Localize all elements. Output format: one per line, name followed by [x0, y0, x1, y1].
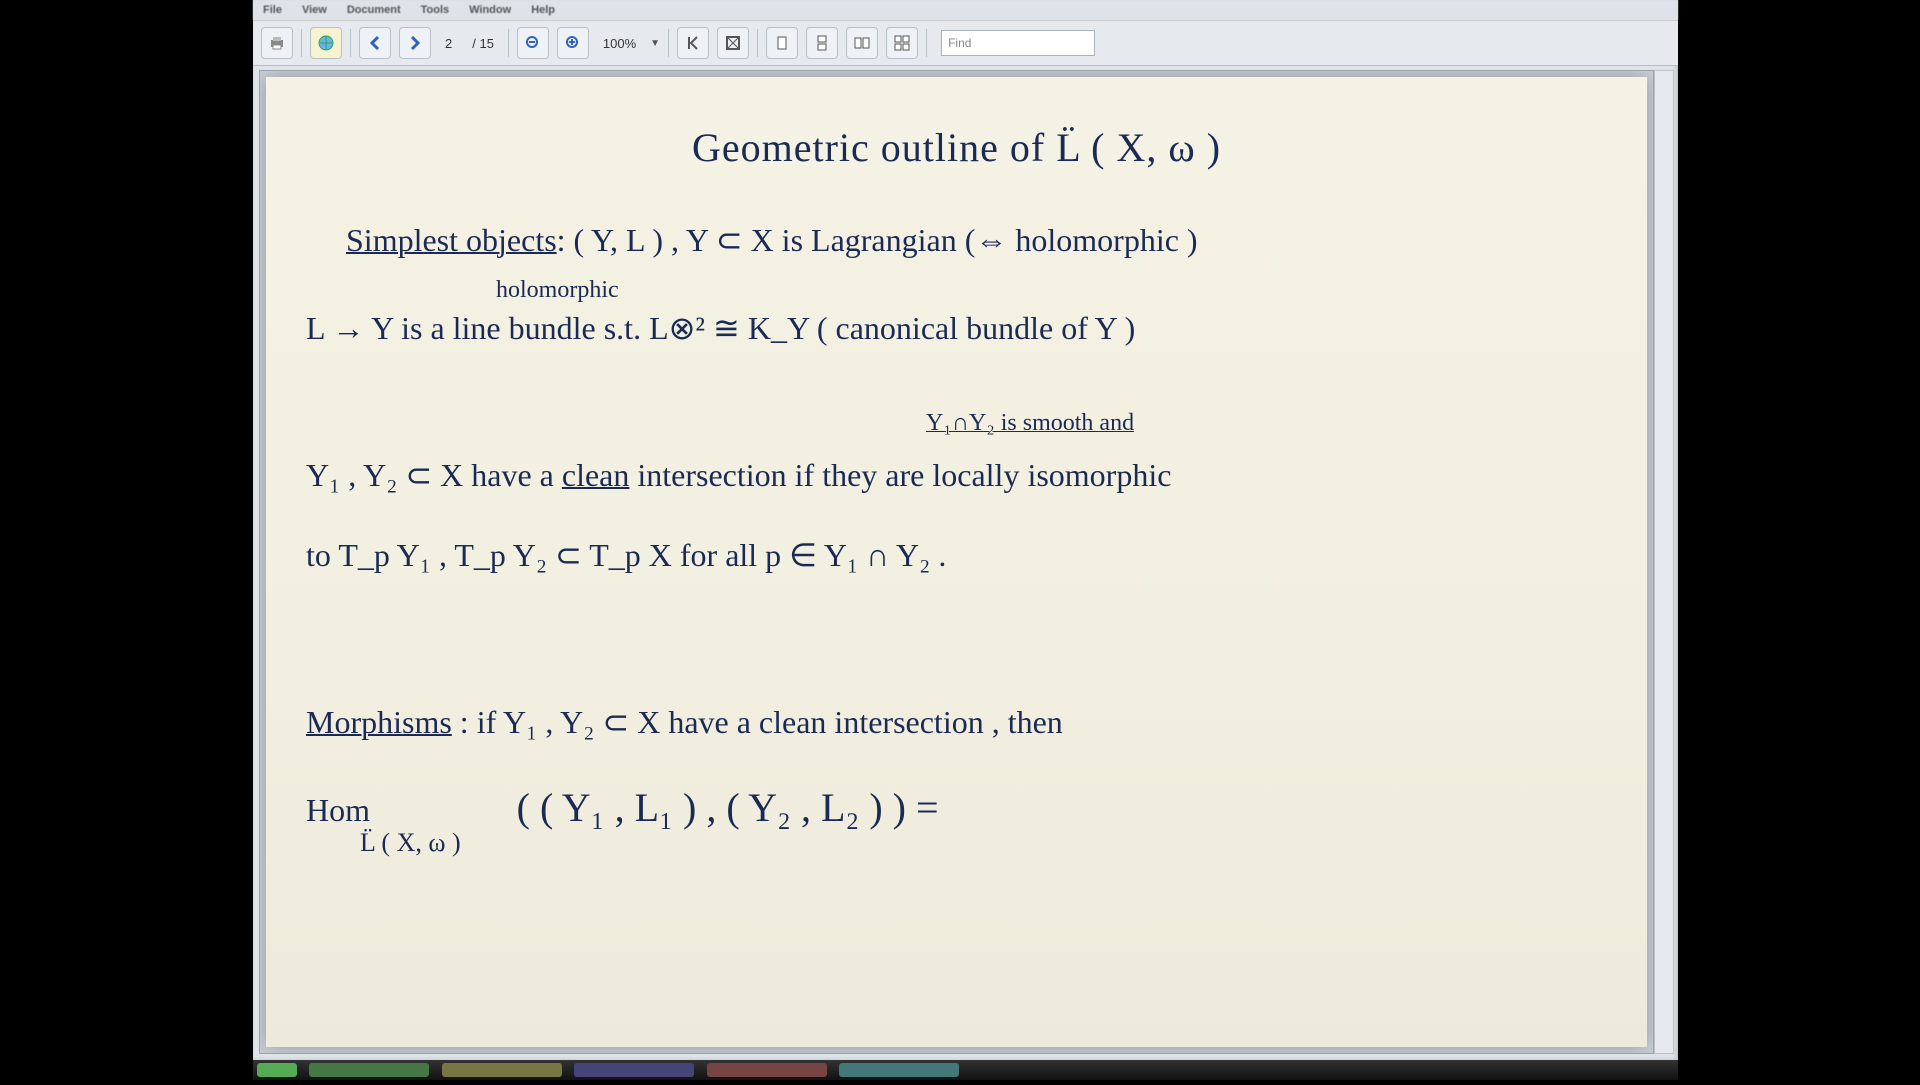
continuous-icon [814, 35, 830, 51]
menu-file[interactable]: File [263, 4, 282, 16]
arrow-left-icon [367, 35, 383, 51]
layout-single-button[interactable] [766, 27, 798, 59]
notes-line6-rest: ( ( Y₁ , L₁ ) , ( Y₂ , L₂ ) ) = [517, 785, 939, 830]
page-number-total: / 15 [466, 36, 500, 51]
handwritten-notes: Geometric outline of L̈ ( X, ω ) Simples… [266, 77, 1647, 1047]
plus-icon [566, 36, 580, 50]
layout-twoup-button[interactable] [846, 27, 878, 59]
notes-line1-rest: : ( Y, L ) , Y ⊂ X is Lagrangian (⇔ holo… [557, 222, 1198, 258]
notes-line-6: Hom L̈ ( X, ω ) ( ( Y₁ , L₁ ) , ( Y₂ , L… [306, 779, 1607, 837]
zoom-level[interactable]: 100% [597, 36, 642, 51]
first-page-icon [685, 35, 701, 51]
view-fit-button[interactable] [717, 27, 749, 59]
page-number-current[interactable]: 2 [439, 36, 458, 51]
notes-hom-sub: L̈ ( X, ω ) [360, 828, 461, 857]
prev-page-button[interactable] [359, 27, 391, 59]
notes-line-1: Simplest objects: ( Y, L ) , Y ⊂ X is La… [346, 217, 1607, 263]
find-placeholder: Find [948, 36, 971, 50]
notes-line-3: Y₁∩Y₂ is smooth and Y₁ , Y₂ ⊂ X have a c… [306, 452, 1607, 498]
single-page-icon [774, 35, 790, 51]
vertical-scrollbar[interactable] [1654, 70, 1674, 1054]
taskbar-item[interactable] [257, 1063, 297, 1077]
taskbar-item[interactable] [442, 1063, 562, 1077]
notes-hom: Hom [306, 792, 370, 828]
menu-view[interactable]: View [302, 4, 327, 16]
notes-line-5: Morphisms : if Y₁ , Y₂ ⊂ X have a clean … [306, 699, 1607, 745]
notes-line-4: to T_p Y₁ , T_p Y₂ ⊂ T_p X for all p ∈ Y… [306, 532, 1607, 578]
notes-line1-underlined: Simplest objects [346, 222, 557, 258]
view-first-button[interactable] [677, 27, 709, 59]
notes-title: Geometric outline of L̈ ( X, ω ) [306, 119, 1607, 177]
two-up-icon [854, 35, 870, 51]
minus-icon [526, 36, 540, 50]
pdf-viewer-window: File View Document Tools Window Help 2 [253, 0, 1678, 1060]
zoom-dropdown-icon[interactable]: ▼ [650, 38, 660, 49]
zoom-out-button[interactable] [517, 27, 549, 59]
taskbar-item[interactable] [839, 1063, 959, 1077]
menu-tools[interactable]: Tools [421, 4, 450, 16]
os-taskbar[interactable] [253, 1060, 1678, 1080]
menu-help[interactable]: Help [531, 4, 555, 16]
menu-window[interactable]: Window [469, 4, 511, 16]
next-page-button[interactable] [399, 27, 431, 59]
notes-line-2: holomorphic L → Y is a line bundle s.t. … [306, 305, 1607, 351]
notes-insert-holomorphic: holomorphic [496, 273, 619, 308]
nav-home-button[interactable] [310, 27, 342, 59]
document-viewport[interactable]: Geometric outline of L̈ ( X, ω ) Simples… [259, 70, 1654, 1054]
layout-continuous-button[interactable] [806, 27, 838, 59]
notes-line5-rest: : if Y₁ , Y₂ ⊂ X have a clean intersecti… [452, 704, 1063, 740]
print-icon [269, 35, 285, 51]
taskbar-item[interactable] [707, 1063, 827, 1077]
arrow-right-icon [407, 35, 423, 51]
two-up-cont-icon [894, 35, 910, 51]
taskbar-item[interactable] [309, 1063, 429, 1077]
toolbar-separator [301, 29, 302, 57]
toolbar-separator [926, 29, 927, 57]
letterbox-frame: File View Document Tools Window Help 2 [0, 0, 1920, 1080]
taskbar-item[interactable] [574, 1063, 694, 1077]
find-input[interactable]: Find [941, 30, 1095, 56]
notes-line3b: intersection if they are locally isomorp… [629, 457, 1171, 493]
notes-line3a: Y₁ , Y₂ ⊂ X have a [306, 457, 562, 493]
zoom-in-button[interactable] [557, 27, 589, 59]
notes-line2-text: L → Y is a line bundle s.t. L⊗² ≅ K_Y ( … [306, 310, 1135, 346]
globe-icon [317, 34, 335, 52]
notes-line5-underlined: Morphisms [306, 704, 452, 740]
toolbar-separator [757, 29, 758, 57]
page-sheet: Geometric outline of L̈ ( X, ω ) Simples… [266, 77, 1647, 1047]
toolbar-separator [350, 29, 351, 57]
menu-bar: File View Document Tools Window Help [253, 0, 1678, 20]
toolbar-separator [668, 29, 669, 57]
notes-line4-text: to T_p Y₁ , T_p Y₂ ⊂ T_p X for all p ∈ Y… [306, 537, 946, 573]
print-button[interactable] [261, 27, 293, 59]
tool-bar: 2 / 15 100% ▼ [253, 20, 1678, 66]
notes-line3-clean: clean [562, 457, 630, 493]
fit-icon [725, 35, 741, 51]
toolbar-separator [508, 29, 509, 57]
layout-twoup-cont-button[interactable] [886, 27, 918, 59]
notes-insert-smooth: Y₁∩Y₂ is smooth and [926, 406, 1134, 441]
menu-document[interactable]: Document [347, 4, 401, 16]
